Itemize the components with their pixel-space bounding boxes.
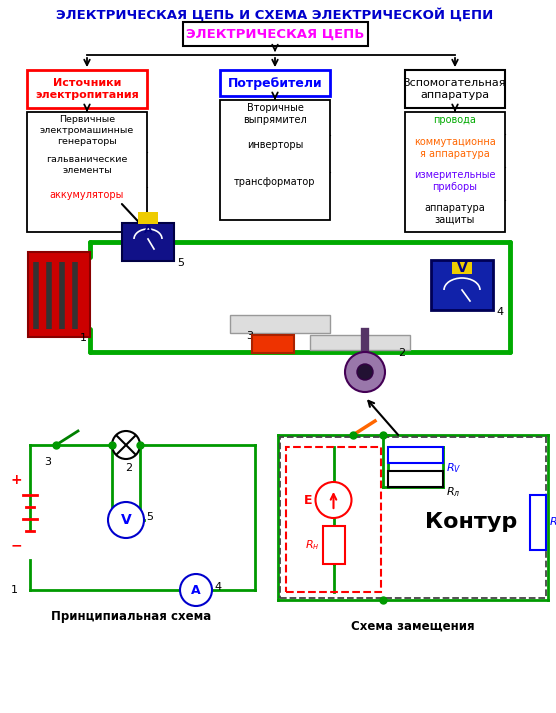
Bar — [230, 315, 330, 333]
Bar — [280, 437, 546, 598]
Circle shape — [345, 352, 385, 392]
Bar — [138, 212, 158, 224]
Text: A: A — [143, 225, 152, 235]
Bar — [452, 262, 472, 274]
Text: 1: 1 — [11, 585, 18, 595]
Circle shape — [112, 431, 140, 459]
Text: 2: 2 — [398, 348, 405, 358]
Bar — [431, 260, 493, 310]
Bar — [28, 252, 90, 337]
Text: Принципиальная схема: Принципиальная схема — [51, 610, 212, 623]
Text: +: + — [10, 473, 22, 487]
Bar — [322, 526, 345, 564]
Text: 3: 3 — [44, 457, 52, 467]
Text: Вторичные
выпрямител: Вторичные выпрямител — [243, 103, 307, 125]
Bar — [27, 70, 147, 108]
Text: трансформатор: трансформатор — [234, 177, 316, 187]
Bar — [388, 447, 443, 463]
Text: Потребители: Потребители — [228, 76, 322, 90]
Text: 3: 3 — [246, 331, 254, 341]
Circle shape — [108, 502, 144, 538]
Circle shape — [315, 482, 351, 518]
Text: Источники
электропитания: Источники электропитания — [35, 78, 139, 100]
Circle shape — [180, 574, 212, 606]
Text: аккумуляторы: аккумуляторы — [50, 190, 124, 200]
Circle shape — [357, 364, 373, 380]
Text: 1: 1 — [80, 333, 87, 343]
Text: Контур: Контур — [425, 513, 518, 533]
Text: −: − — [10, 538, 22, 552]
Text: V: V — [456, 261, 468, 275]
Text: Вспомогательная
аппаратура: Вспомогательная аппаратура — [403, 78, 507, 100]
Text: Схема замещения: Схема замещения — [351, 620, 475, 633]
Text: ЭЛЕКТРИЧЕСКАЯ ЦЕПЬ: ЭЛЕКТРИЧЕСКАЯ ЦЕПЬ — [186, 28, 364, 41]
Text: V: V — [121, 513, 131, 527]
Text: ЭЛЕКТРИЧЕСКАЯ ЦЕПЬ И СХЕМА ЭЛЕКТРИЧЕСКОЙ ЦЕПИ: ЭЛЕКТРИЧЕСКАЯ ЦЕПЬ И СХЕМА ЭЛЕКТРИЧЕСКОЙ… — [56, 8, 494, 21]
Text: E: E — [304, 493, 312, 506]
Text: $R_н$: $R_н$ — [305, 538, 320, 552]
Text: $R_V$: $R_V$ — [446, 461, 461, 475]
Text: коммутационна
я аппаратура: коммутационна я аппаратура — [414, 137, 496, 158]
Bar — [182, 22, 368, 46]
Text: 2: 2 — [126, 463, 132, 473]
Bar — [286, 447, 381, 592]
Text: инверторы: инверторы — [247, 140, 303, 150]
Bar — [220, 70, 330, 96]
Bar — [530, 495, 546, 550]
Text: 5: 5 — [146, 512, 153, 522]
Bar — [220, 100, 330, 220]
Bar — [405, 70, 505, 108]
Bar — [122, 223, 174, 261]
Text: Первичные
электромашинные
генераторы: Первичные электромашинные генераторы — [40, 115, 134, 146]
Text: $R_л$: $R_л$ — [446, 485, 460, 499]
Text: 4: 4 — [496, 307, 503, 317]
Text: $R_A$: $R_A$ — [549, 515, 556, 529]
Bar — [388, 471, 443, 487]
Text: измерительные
приборы: измерительные приборы — [414, 170, 496, 192]
Text: A: A — [191, 583, 201, 597]
Text: гальванические
элементы: гальванические элементы — [46, 155, 128, 175]
Bar — [405, 112, 505, 232]
Bar — [310, 335, 410, 350]
Text: 4: 4 — [214, 582, 221, 592]
Text: провода: провода — [434, 115, 476, 125]
Text: 5: 5 — [177, 258, 184, 268]
Bar — [27, 112, 147, 232]
Bar — [252, 335, 294, 353]
Text: аппаратура
защиты: аппаратура защиты — [425, 203, 485, 225]
